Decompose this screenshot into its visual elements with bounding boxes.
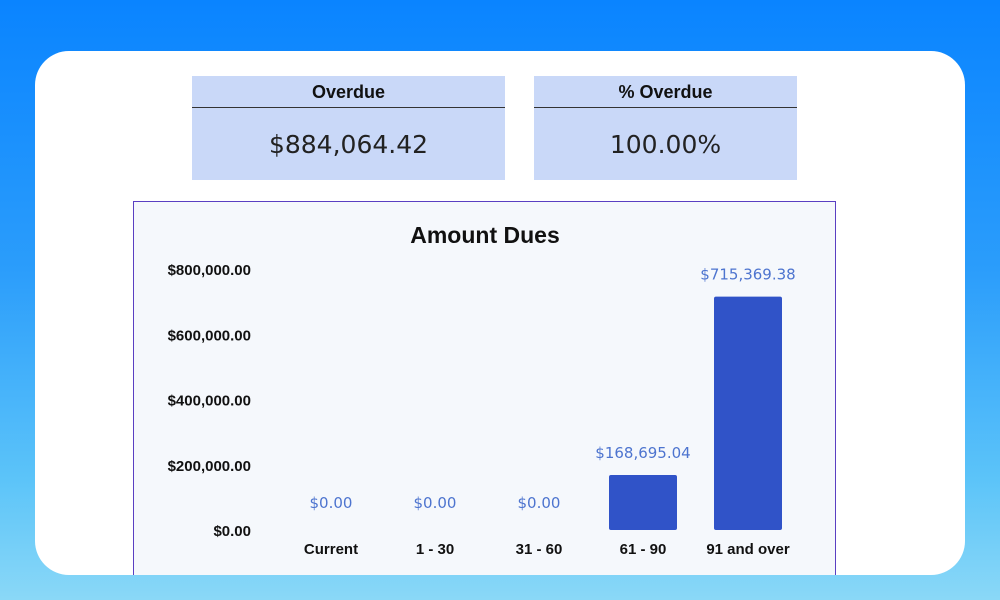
bar-data-label: $0.00 [414,494,457,512]
amount-dues-chart: Amount Dues $0.00 $200,000.00 $400,000.00 $6… [168,222,796,558]
chart-title: Amount Dues [410,222,560,248]
bar-data-label: $0.00 [518,494,561,512]
bar[interactable] [714,296,782,530]
dashboard-card: Overdue $884,064.42 % Overdue 100.00% Am… [35,51,965,575]
x-category-label: 1 - 30 [416,541,454,558]
y-tick-label: $600,000.00 [168,327,251,344]
x-category-label: 61 - 90 [620,541,667,558]
amount-dues-chart-panel: Amount Dues $0.00 $200,000.00 $400,000.00 $6… [133,201,836,575]
x-category-label: Current [304,541,358,558]
x-category-label: 31 - 60 [516,541,563,558]
percent-overdue-kpi-value: 100.00% [609,130,722,159]
bar-data-label: $0.00 [310,494,353,512]
percent-overdue-kpi-title: % Overdue [534,76,797,108]
bar-data-label: $168,695.04 [595,444,690,462]
x-category-label: 91 and over [706,541,790,558]
y-tick-label: $0.00 [213,523,251,540]
percent-overdue-kpi: % Overdue 100.00% [534,76,797,180]
overdue-kpi-title: Overdue [192,76,505,108]
overdue-kpi-value: $884,064.42 [268,130,429,159]
y-tick-label: $200,000.00 [168,458,251,475]
bar-data-label: $715,369.38 [700,266,795,284]
y-tick-label: $400,000.00 [168,393,251,410]
bar[interactable] [609,474,677,530]
y-tick-label: $800,000.00 [168,262,251,279]
overdue-kpi: Overdue $884,064.42 [192,76,505,180]
